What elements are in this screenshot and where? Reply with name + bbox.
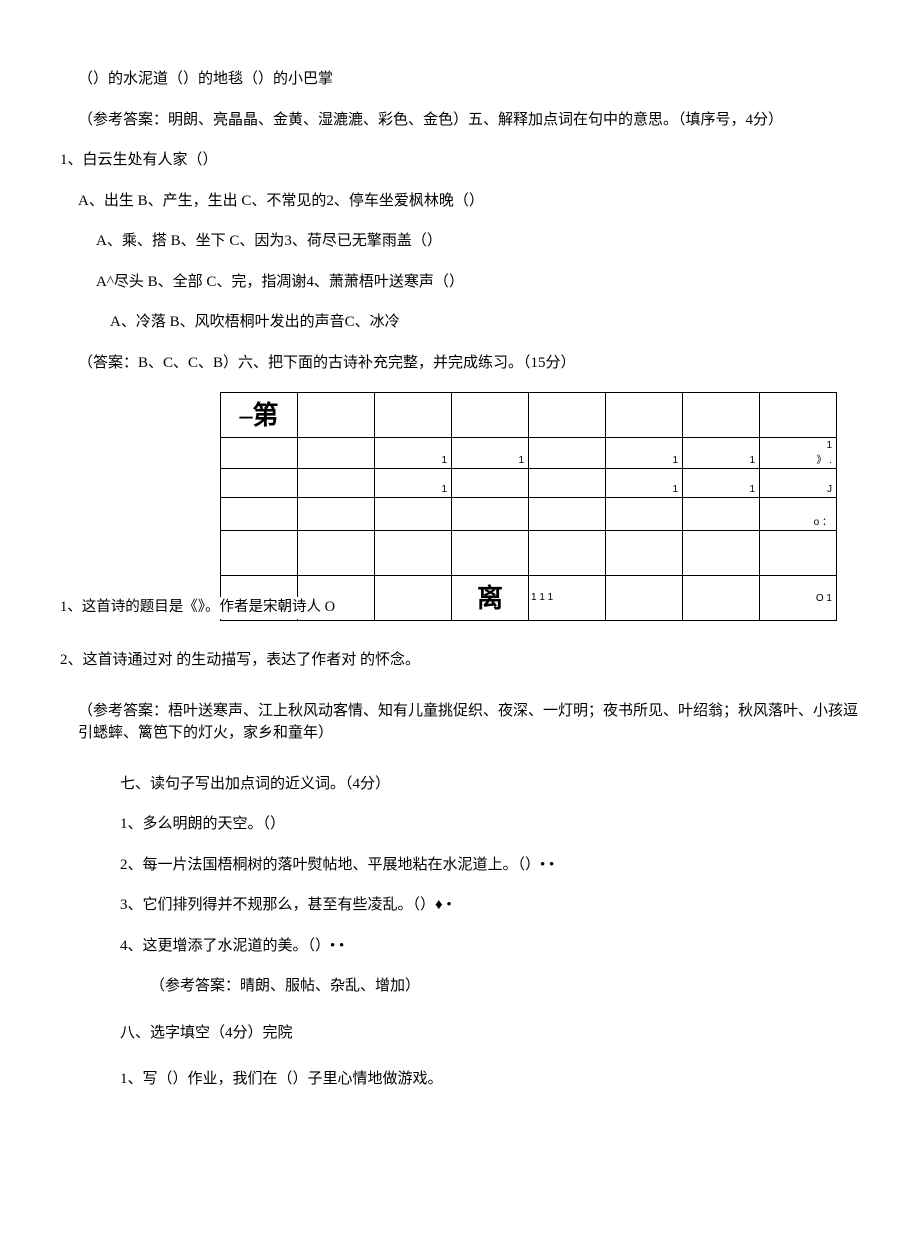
grid-cell: [529, 393, 606, 438]
grid-cell: [760, 393, 837, 438]
grid-cell: 1: [452, 438, 529, 469]
grid-cell: [298, 531, 375, 576]
grid-cell: [683, 498, 760, 531]
grid-cell: 1: [375, 469, 452, 498]
grid-cell: [221, 498, 298, 531]
grid-cell: [375, 576, 452, 621]
grid-cell: [683, 531, 760, 576]
grid-cell: 1: [683, 438, 760, 469]
grid-cell-bigchar: –第: [221, 393, 298, 438]
grid-cell: 1》 .: [760, 438, 837, 469]
grid-cell: [606, 498, 683, 531]
grid-cell: o ：: [760, 498, 837, 531]
section-8-item: 1、写（）作业，我们在（）子里心情地做游戏。: [60, 1068, 860, 1091]
grid-cell: 1: [683, 469, 760, 498]
grid-cell: O 1: [760, 576, 837, 621]
grid-cell: [606, 393, 683, 438]
grid-cell: [452, 531, 529, 576]
grid-cell: [529, 438, 606, 469]
grid-cell: [529, 498, 606, 531]
grid-cell: 1: [375, 438, 452, 469]
grid-cell: [529, 531, 606, 576]
poem-table-wrap: –第 1 1 1 1 1》 . 1 1 1 J o ：: [60, 392, 860, 621]
grid-cell: [606, 576, 683, 621]
grid-cell: [375, 498, 452, 531]
answer-line: （答案：B、C、C、B）六、把下面的古诗补充完整，并完成练习。（15分）: [60, 352, 860, 375]
grid-cell: [452, 393, 529, 438]
grid-cell: [529, 469, 606, 498]
section-7-item: 3、它们排列得并不规那么，甚至有些凌乱。（）♦ •: [60, 894, 860, 917]
option-line: A^尽头 B、全部 C、完，指凋谢4、萧萧梧叶送寒声（）: [60, 271, 860, 294]
option-line: A、乘、搭 B、坐下 C、因为3、荷尽已无擎雨盖（）: [60, 230, 860, 253]
section-7-item: 2、每一片法国梧桐树的落叶熨帖地、平展地粘在水泥道上。（）• •: [60, 854, 860, 877]
paragraph: （）的水泥道（）的地毯（）的小巴掌: [60, 68, 860, 91]
grid-cell: [683, 576, 760, 621]
grid-cell: J: [760, 469, 837, 498]
grid-cell: [760, 531, 837, 576]
grid-cell: 1 1 1: [529, 576, 606, 621]
grid-cell: [298, 469, 375, 498]
grid-cell: [606, 531, 683, 576]
section-8-title: 八、选字填空（4分）完院: [60, 1022, 860, 1045]
grid-cell: [683, 393, 760, 438]
grid-cell: 1: [606, 438, 683, 469]
question-poem-1: 1、这首诗的题目是《》。作者是宋朝诗人 O: [60, 597, 335, 619]
option-line: A、出生 B、产生，生出 C、不常见的2、停车坐爱枫林晚（）: [60, 190, 860, 213]
grid-cell: [452, 469, 529, 498]
answer-reference: （参考答案：梧叶送寒声、江上秋风动客情、知有儿童挑促织、夜深、一灯明；夜书所见、…: [60, 700, 860, 745]
grid-cell: [221, 438, 298, 469]
poem-grid: –第 1 1 1 1 1》 . 1 1 1 J o ：: [220, 392, 837, 621]
section-7-item: 4、这更增添了水泥道的美。（）• •: [60, 935, 860, 958]
grid-cell-bigchar: 离: [452, 576, 529, 621]
question-1: 1、白云生处有人家（）: [60, 149, 860, 172]
grid-cell: [452, 498, 529, 531]
grid-cell: [221, 469, 298, 498]
section-7-title: 七、读句子写出加点词的近义词。（4分）: [60, 773, 860, 796]
grid-cell: [298, 393, 375, 438]
grid-cell: [375, 531, 452, 576]
grid-cell: [298, 498, 375, 531]
question-poem-2: 2、这首诗通过对 的生动描写，表达了作者对 的怀念。: [60, 649, 860, 672]
option-line: A、冷落 B、风吹梧桐叶发出的声音C、冰冷: [60, 311, 860, 334]
grid-cell: 1: [606, 469, 683, 498]
grid-cell: [298, 438, 375, 469]
grid-cell: [221, 531, 298, 576]
section-7-answer: （参考答案：晴朗、服帖、杂乱、增加）: [60, 975, 860, 998]
section-7-item: 1、多么明朗的天空。（）: [60, 813, 860, 836]
paragraph-answer: （参考答案：明朗、亮晶晶、金黄、湿漉漉、彩色、金色）五、解释加点词在句中的意思。…: [60, 109, 860, 132]
grid-cell: [375, 393, 452, 438]
